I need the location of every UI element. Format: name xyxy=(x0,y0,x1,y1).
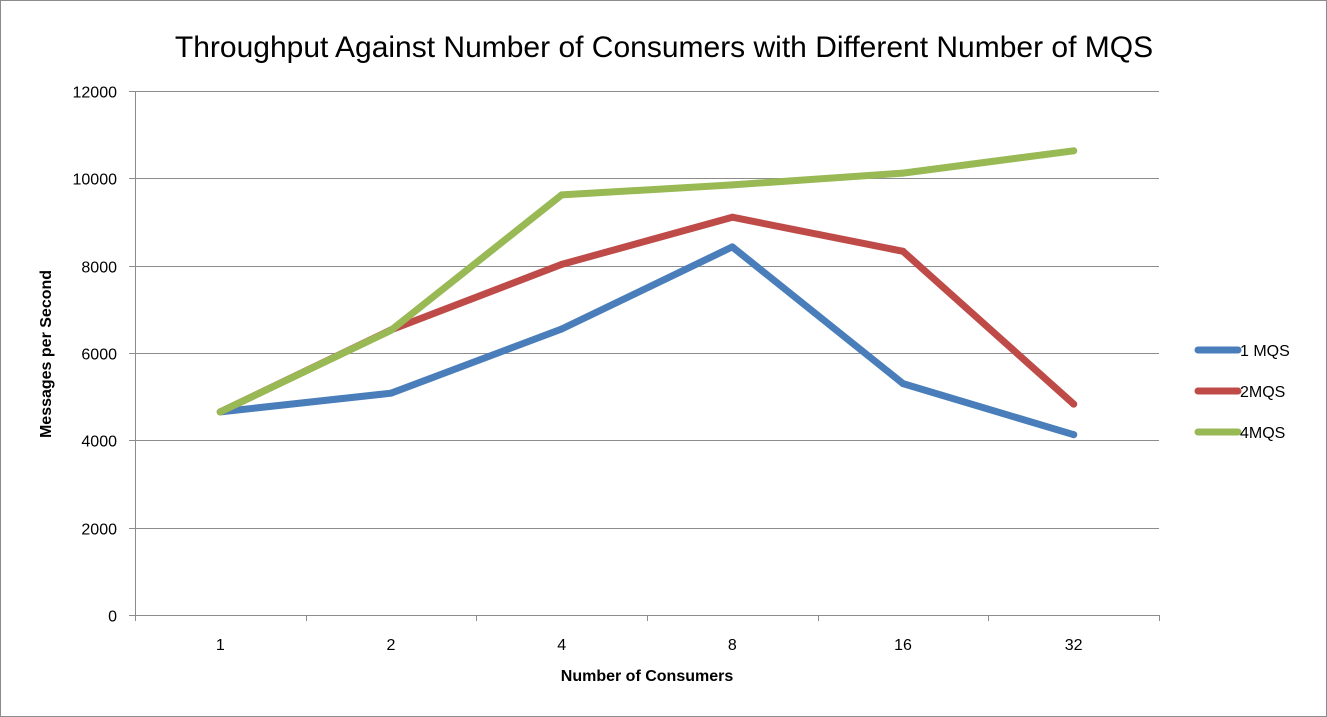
data-point xyxy=(1070,147,1078,155)
data-point xyxy=(728,181,736,189)
data-point xyxy=(387,389,395,397)
data-point xyxy=(728,243,736,251)
grid-layer xyxy=(135,91,1159,529)
x-tick-label: 16 xyxy=(894,637,912,654)
y-tick-label: 4000 xyxy=(81,434,117,451)
data-point xyxy=(558,325,566,333)
legend-label: 4MQS xyxy=(1240,425,1285,442)
x-tick-label: 1 xyxy=(216,637,225,654)
y-tick-label: 12000 xyxy=(73,85,118,102)
legend: 1 MQS 2MQS 4MQS xyxy=(1194,343,1290,442)
data-point xyxy=(387,326,395,334)
x-axis-title: Number of Consumers xyxy=(561,668,734,685)
series-layer xyxy=(216,147,1078,439)
y-tick-label: 6000 xyxy=(81,347,117,364)
x-tick-label: 2 xyxy=(387,637,396,654)
y-tick-label: 2000 xyxy=(81,522,117,539)
data-point xyxy=(899,380,907,388)
data-point xyxy=(558,260,566,268)
data-point xyxy=(558,191,566,199)
legend-label: 1 MQS xyxy=(1240,343,1290,360)
y-tick-label: 0 xyxy=(108,609,117,626)
y-tick-label: 8000 xyxy=(81,260,117,277)
series-line-3 xyxy=(216,147,1078,416)
data-point xyxy=(1070,400,1078,408)
data-point xyxy=(899,247,907,255)
series-line-1 xyxy=(216,243,1078,439)
data-point xyxy=(899,169,907,177)
chart-title: Throughput Against Number of Consumers w… xyxy=(175,31,1153,64)
data-point xyxy=(216,408,224,416)
y-tick-label: 10000 xyxy=(73,172,118,189)
x-tick-label: 4 xyxy=(557,637,566,654)
legend-label: 2MQS xyxy=(1240,384,1285,401)
x-tick-label: 32 xyxy=(1065,637,1083,654)
y-axis-title: Messages per Second xyxy=(38,270,55,438)
series-line-2 xyxy=(216,213,1078,416)
x-tick-label: 8 xyxy=(728,637,737,654)
data-point xyxy=(728,213,736,221)
data-point xyxy=(1070,431,1078,439)
axis-layer: 0 2000 4000 6000 8000 10000 12000 1 2 4 8 16 32 xyxy=(73,85,1160,654)
